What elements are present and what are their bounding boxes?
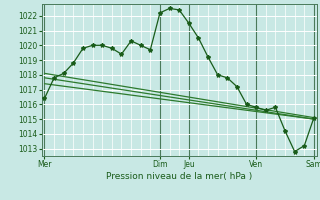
X-axis label: Pression niveau de la mer( hPa ): Pression niveau de la mer( hPa ) bbox=[106, 172, 252, 181]
